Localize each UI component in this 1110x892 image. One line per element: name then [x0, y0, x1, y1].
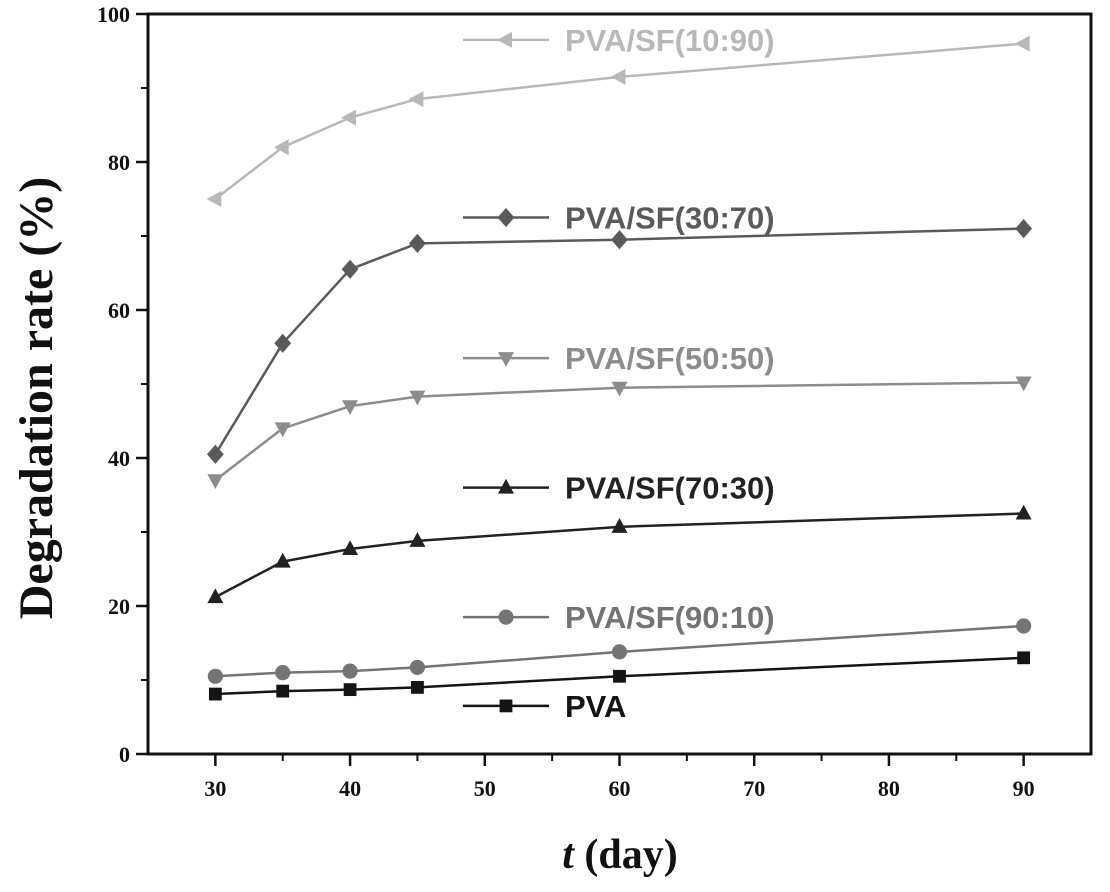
data-point [611, 381, 628, 397]
data-point [613, 669, 626, 683]
plot-area: 30 40 50 60 70 80 90 0 20 40 60 80 100 PVA/SF(10:90) P… [97, 2, 1093, 801]
data-point [273, 139, 289, 156]
x-tick-label: 80 [878, 776, 900, 801]
data-point [1015, 219, 1033, 239]
data-point [342, 540, 359, 556]
x-axis-title-unit: (day) [574, 832, 678, 878]
legend-marker [497, 207, 515, 228]
data-point [341, 109, 357, 126]
x-tick-label: 30 [204, 776, 226, 801]
data-point [411, 681, 424, 694]
data-point [409, 390, 426, 406]
data-point [207, 588, 224, 604]
data-point [409, 659, 426, 676]
data-point [611, 230, 628, 250]
x-tick-label: 60 [609, 776, 631, 801]
data-point [408, 91, 424, 108]
data-point [207, 474, 224, 489]
x-tick-label: 40 [339, 776, 361, 801]
data-point [274, 333, 292, 353]
y-tick-label: 100 [97, 2, 130, 27]
series-line [215, 624, 1024, 678]
x-tick-label: 70 [743, 776, 765, 801]
data-point [1017, 651, 1031, 665]
x-tick-label: 50 [474, 776, 496, 801]
data-point [611, 644, 628, 660]
data-point [275, 665, 291, 681]
data-point [611, 518, 628, 533]
data-point [206, 191, 222, 207]
data-point [276, 684, 290, 698]
data-point [208, 687, 222, 701]
series-line [214, 42, 1024, 200]
series-line [214, 381, 1024, 482]
data-point [343, 683, 357, 697]
data-point [1014, 35, 1030, 52]
data-point [206, 444, 224, 464]
legend-marker [498, 352, 514, 367]
data-point [610, 68, 626, 85]
data-point [341, 259, 359, 279]
legend-label: PVA/SF(10:90) [565, 23, 775, 58]
legend-marker [498, 478, 514, 494]
data-point [207, 668, 223, 684]
data-point [1015, 504, 1032, 520]
data-point [274, 422, 291, 438]
y-axis-title: Degradation rate (%) [10, 177, 63, 620]
y-tick-label: 20 [108, 594, 130, 619]
legend-marker [498, 609, 514, 625]
legend-marker [499, 699, 513, 713]
x-axis-title: t (day) [562, 832, 678, 878]
data-point [1015, 376, 1032, 392]
y-tick-label: 40 [108, 446, 130, 471]
data-point [1016, 618, 1032, 634]
y-tick-label: 0 [119, 742, 130, 767]
series-line [214, 227, 1024, 455]
legend-label: PVA [565, 689, 626, 724]
legend-marker [497, 31, 512, 48]
data-point [274, 552, 291, 568]
series-line [214, 512, 1024, 599]
y-tick-label: 80 [108, 150, 130, 175]
legend-label: PVA/SF(50:50) [565, 341, 775, 376]
data-point [342, 663, 358, 679]
data-point [342, 400, 359, 415]
x-axis-title-variable: t [562, 832, 575, 878]
series-line [215, 656, 1024, 696]
data-point [409, 233, 426, 253]
legend-label: PVA/SF(30:70) [565, 201, 775, 236]
x-tick-label: 90 [1013, 776, 1035, 801]
data-point [409, 532, 426, 547]
y-tick-label: 60 [108, 298, 130, 323]
legend-label: PVA/SF(70:30) [565, 471, 775, 506]
legend-label: PVA/SF(90:10) [565, 600, 775, 635]
